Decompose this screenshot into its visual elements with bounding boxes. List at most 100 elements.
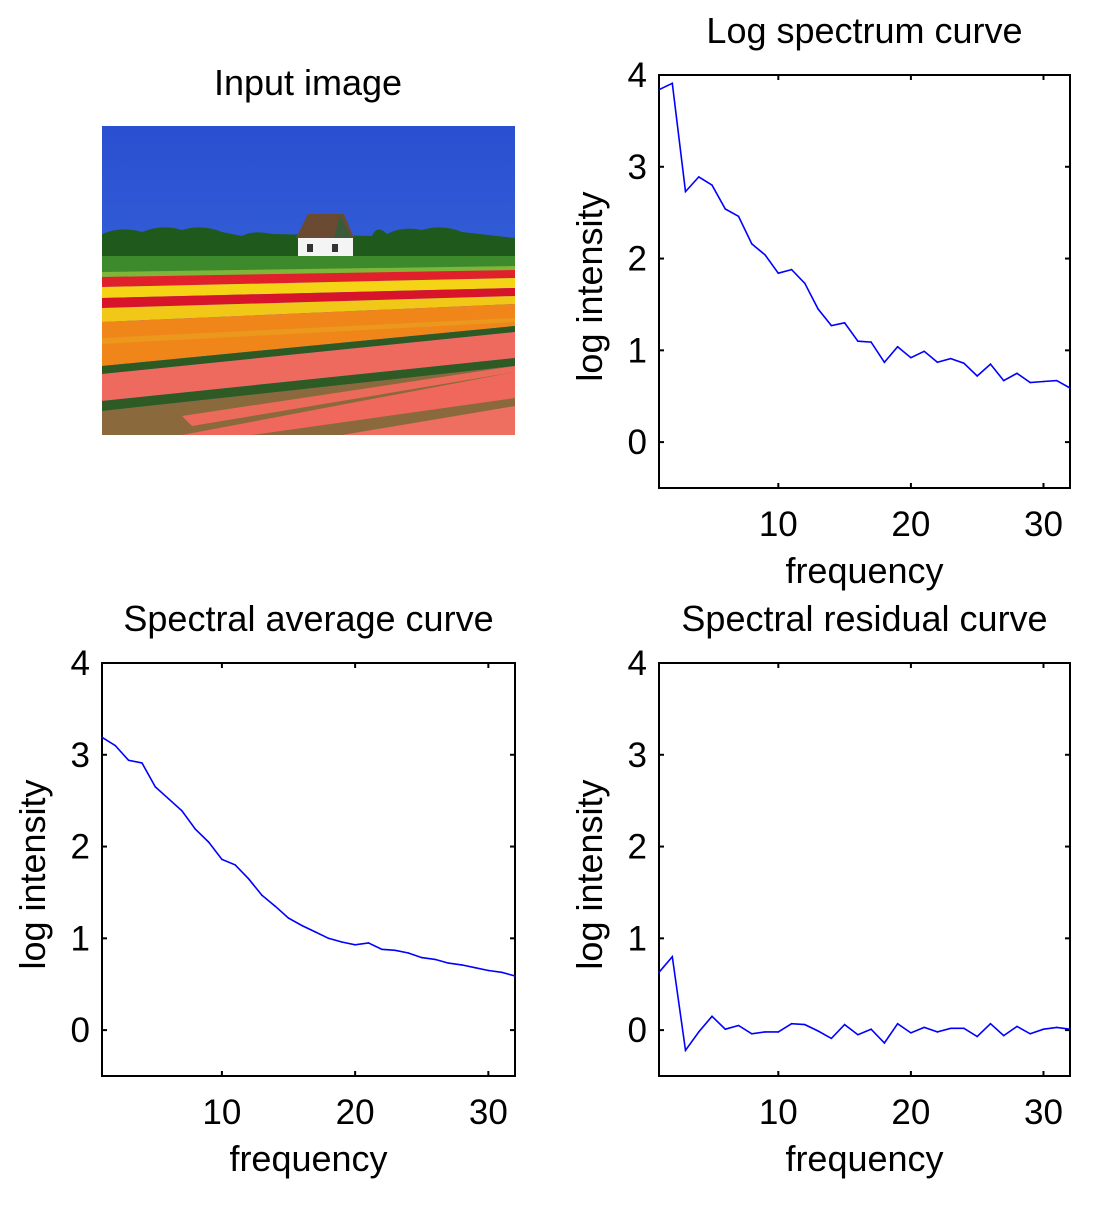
data-point bbox=[671, 955, 674, 958]
data-point bbox=[857, 1033, 859, 1036]
x-tick-label: 30 bbox=[469, 1093, 508, 1132]
data-point bbox=[751, 1032, 753, 1035]
data-point bbox=[976, 375, 978, 377]
data-point bbox=[261, 894, 263, 896]
y-tick-label: 4 bbox=[628, 56, 647, 95]
data-point bbox=[1042, 380, 1045, 383]
data-point bbox=[514, 975, 516, 977]
y-axis-label: log intensity bbox=[569, 191, 610, 381]
data-point bbox=[274, 905, 276, 908]
data-point bbox=[114, 744, 117, 747]
y-tick-label: 3 bbox=[628, 736, 647, 775]
data-point bbox=[141, 762, 143, 764]
data-point bbox=[221, 858, 223, 861]
data-point bbox=[1069, 1028, 1071, 1030]
data-point bbox=[1069, 387, 1071, 389]
data-point bbox=[936, 361, 939, 364]
data-point bbox=[127, 759, 130, 762]
data-point bbox=[697, 1031, 700, 1033]
y-tick-label: 0 bbox=[628, 423, 647, 462]
data-point bbox=[949, 1027, 952, 1030]
data-point bbox=[764, 1031, 766, 1033]
data-point bbox=[830, 1037, 833, 1040]
input-image-title: Input image bbox=[214, 62, 402, 103]
y-tick-label: 4 bbox=[71, 644, 90, 683]
x-tick-label: 20 bbox=[891, 1093, 930, 1132]
data-point bbox=[394, 949, 396, 952]
x-axis-label: frequency bbox=[785, 1138, 943, 1179]
data-point bbox=[976, 1035, 978, 1038]
y-tick-label: 2 bbox=[71, 828, 90, 867]
data-point bbox=[167, 798, 170, 800]
data-point bbox=[1002, 379, 1005, 382]
data-point bbox=[963, 1027, 965, 1030]
data-point bbox=[658, 88, 660, 91]
y-axis-label: log intensity bbox=[569, 779, 610, 969]
data-point bbox=[923, 350, 925, 353]
data-point bbox=[434, 958, 436, 961]
axes-box bbox=[101, 662, 516, 1077]
data-point bbox=[870, 1028, 872, 1030]
data-point bbox=[460, 964, 463, 966]
y-tick-label: 0 bbox=[628, 1011, 647, 1050]
x-tick-label: 20 bbox=[336, 1093, 375, 1132]
data-point bbox=[1055, 1026, 1058, 1029]
y-tick-label: 1 bbox=[628, 919, 647, 958]
x-tick-label: 30 bbox=[1024, 505, 1063, 544]
data-point bbox=[936, 1031, 939, 1033]
data-point bbox=[1042, 1028, 1045, 1030]
data-point bbox=[1016, 1025, 1018, 1028]
data-point bbox=[764, 254, 766, 256]
y-axis-label: log intensity bbox=[12, 779, 53, 969]
data-point bbox=[658, 971, 660, 974]
axes-box bbox=[658, 74, 1071, 489]
data-point bbox=[327, 937, 330, 940]
data-point bbox=[711, 1015, 713, 1018]
data-point bbox=[817, 308, 819, 310]
x-axis-label: frequency bbox=[229, 1138, 387, 1179]
data-point bbox=[380, 948, 383, 951]
data-point bbox=[857, 340, 859, 342]
data-point bbox=[314, 931, 316, 933]
data-point bbox=[804, 1023, 806, 1026]
data-point bbox=[923, 1026, 925, 1029]
data-point bbox=[207, 841, 210, 843]
x-tick-label: 10 bbox=[759, 505, 798, 544]
data-point bbox=[737, 1024, 740, 1027]
data-point bbox=[963, 362, 965, 364]
data-point bbox=[843, 1023, 846, 1026]
data-point bbox=[194, 828, 197, 830]
x-tick-label: 30 bbox=[1024, 1093, 1063, 1132]
data-point bbox=[447, 962, 450, 964]
data-point bbox=[1055, 379, 1058, 382]
chart-1: 10 20 30 0 1 2 3 4 Log spectrum curve frequency lo… bbox=[569, 10, 1071, 591]
house bbox=[296, 214, 354, 256]
data-point bbox=[989, 363, 992, 365]
data-point bbox=[684, 1049, 687, 1052]
data-point bbox=[724, 208, 727, 210]
data-point bbox=[910, 1032, 912, 1034]
data-point bbox=[896, 345, 899, 348]
data-point bbox=[697, 176, 700, 178]
data-point bbox=[777, 1031, 780, 1033]
y-tick-label: 2 bbox=[628, 828, 647, 867]
data-point bbox=[367, 942, 370, 944]
series-line bbox=[101, 736, 516, 977]
y-tick-label: 1 bbox=[628, 331, 647, 370]
y-tick-label: 0 bbox=[71, 1011, 90, 1050]
data-point bbox=[487, 969, 490, 972]
data-point bbox=[354, 943, 356, 946]
chart-2: 10 20 30 0 1 2 3 4 Spectral average curve frequen… bbox=[12, 598, 516, 1179]
data-point bbox=[737, 215, 740, 218]
data-point bbox=[843, 322, 846, 324]
data-point bbox=[1029, 381, 1032, 384]
data-point bbox=[790, 268, 793, 271]
data-point bbox=[1029, 1032, 1032, 1035]
chart-title: Spectral average curve bbox=[123, 598, 493, 639]
data-point bbox=[949, 357, 952, 360]
y-tick-label: 1 bbox=[71, 919, 90, 958]
data-point bbox=[407, 952, 410, 954]
input-image-tulip-field bbox=[102, 126, 515, 435]
data-point bbox=[1002, 1034, 1005, 1037]
